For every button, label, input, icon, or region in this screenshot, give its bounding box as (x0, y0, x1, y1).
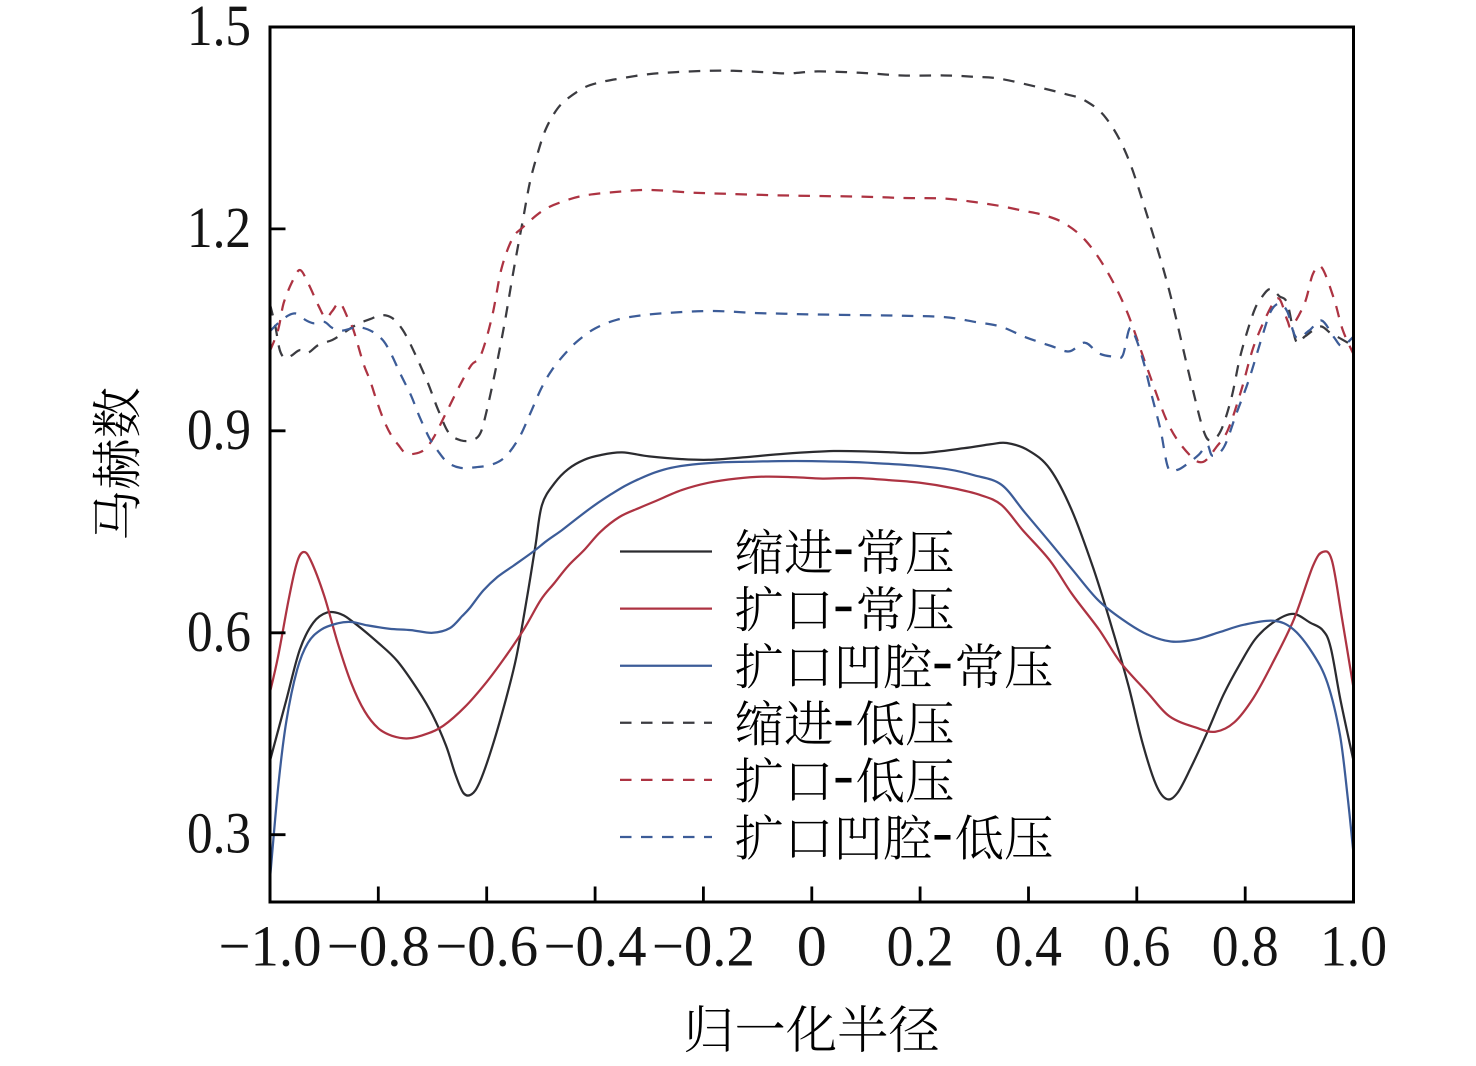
svg-text:0: 0 (797, 914, 827, 979)
svg-text:−0.4: −0.4 (544, 914, 647, 979)
svg-text:−1.0: −1.0 (219, 914, 322, 979)
svg-text:0.9: 0.9 (187, 397, 251, 462)
svg-text:0.2: 0.2 (887, 914, 954, 979)
svg-text:1.2: 1.2 (187, 195, 251, 260)
svg-text:0.4: 0.4 (995, 914, 1062, 979)
svg-text:0.3: 0.3 (187, 801, 251, 866)
svg-text:−0.6: −0.6 (435, 914, 538, 979)
svg-text:−0.8: −0.8 (327, 914, 430, 979)
svg-text:0.6: 0.6 (1103, 914, 1170, 979)
svg-text:1.5: 1.5 (187, 0, 251, 58)
svg-text:0.8: 0.8 (1212, 914, 1279, 979)
svg-text:0.6: 0.6 (187, 599, 251, 664)
svg-text:1.0: 1.0 (1320, 914, 1387, 979)
svg-text:−0.2: −0.2 (652, 914, 755, 979)
